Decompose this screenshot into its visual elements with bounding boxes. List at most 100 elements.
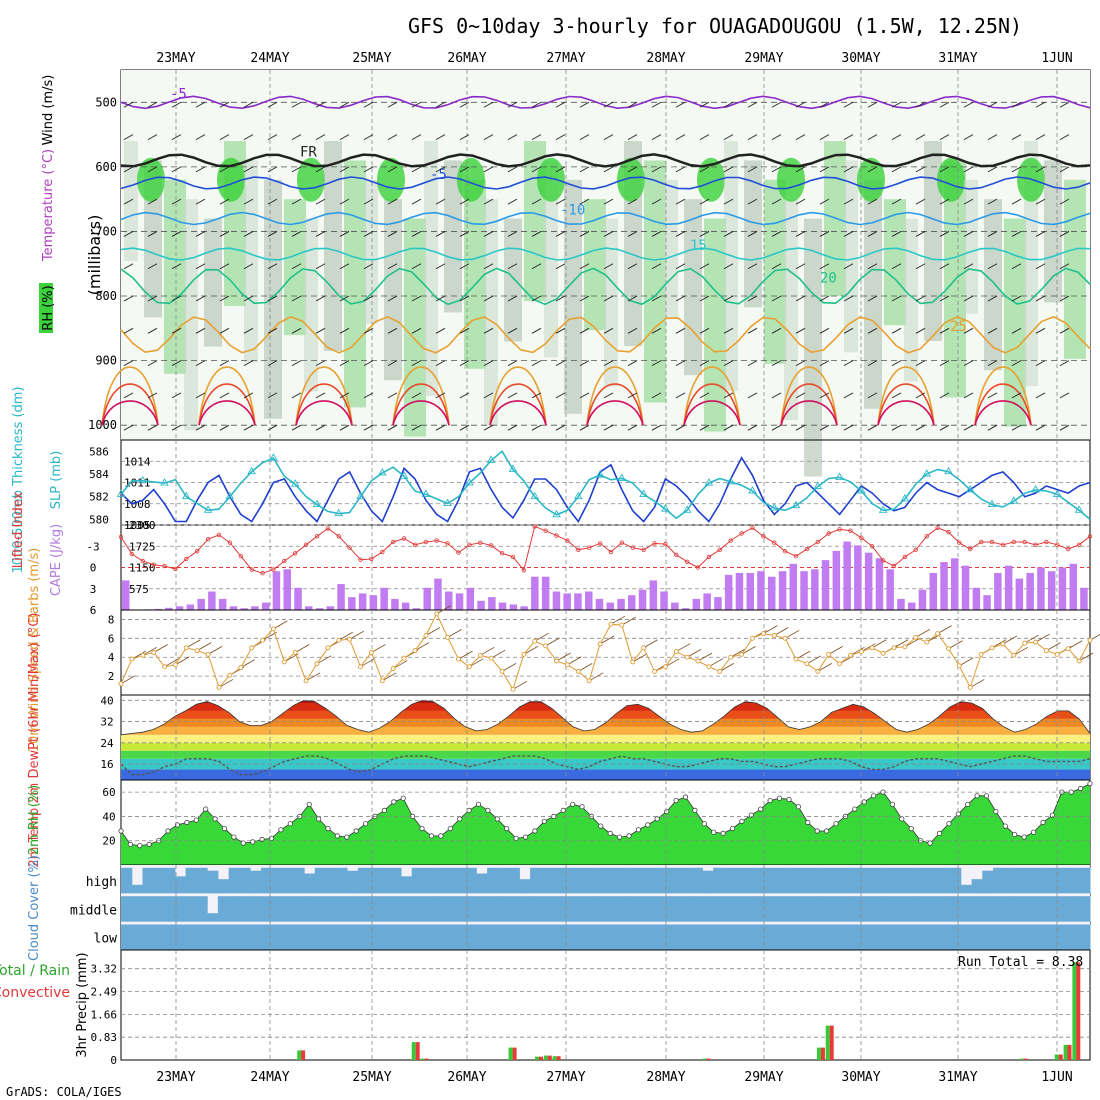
cloud-cell (1025, 924, 1037, 950)
wind-barb (987, 424, 998, 431)
isotherm-loop (489, 383, 547, 426)
precip-total-bar (1063, 1044, 1068, 1060)
wind-barb (915, 424, 926, 431)
lifted-point (946, 529, 951, 535)
cloud-cell (1014, 867, 1026, 894)
wind-barb (555, 166, 566, 173)
rh-axis-label: 2m RH (%) (27, 785, 42, 856)
wind-point (554, 658, 559, 664)
thickness-tick: 580 (89, 513, 109, 526)
wind-barb (843, 424, 854, 431)
wind-barb (363, 231, 374, 237)
wind-barb (363, 392, 374, 399)
isotherm-loop (295, 383, 353, 426)
lifted-point (935, 525, 940, 530)
wind-barb (867, 263, 878, 270)
cloud-cell (928, 924, 940, 950)
cape-bar (1015, 578, 1024, 610)
cloud-cell (551, 924, 563, 950)
wind-point (390, 666, 396, 672)
wind-barb (963, 392, 974, 399)
wind-barb (171, 231, 182, 237)
lifted-point (358, 557, 363, 562)
wind-point (466, 664, 472, 670)
lifted-point (739, 531, 744, 536)
isotherm-line (120, 315, 1091, 354)
wind-barb (195, 198, 206, 205)
wind-barb (555, 231, 566, 237)
cloud-cell (1036, 924, 1048, 950)
wind-barb (795, 263, 806, 270)
cloud-cell (411, 896, 423, 922)
panel-upper-air: 23MAY 24MAY 25MAY 26MAY 27MAY 28MAY 29MAY 30MAY… (88, 51, 1091, 477)
wind-barb (891, 134, 902, 140)
wind-barb (819, 166, 830, 173)
wind-barb (1035, 166, 1046, 173)
wind-barb (243, 263, 254, 270)
x-tick-bottom: 23MAY (156, 1070, 195, 1085)
rh-point (1002, 823, 1008, 829)
isotherm-loop (586, 366, 644, 426)
wind-barb (1011, 134, 1022, 140)
isotherm-line (120, 211, 1091, 226)
cloud-cell (1057, 867, 1069, 894)
wind-barb (483, 263, 494, 270)
cloud-cell (745, 924, 757, 950)
cloud-cell (616, 867, 628, 894)
lifted-point (401, 536, 407, 541)
cape-bar (294, 587, 302, 610)
temp-band (121, 702, 1090, 711)
lifted-point (325, 526, 331, 531)
rh-column (984, 199, 1002, 371)
cloud-cell (756, 924, 768, 950)
wind-barb (555, 392, 566, 399)
cape-bar (197, 598, 205, 610)
wind-barb (186, 639, 201, 649)
wind-barb (147, 360, 158, 367)
rh-point (927, 840, 933, 846)
wind-barb (291, 263, 302, 270)
rh-point (965, 801, 971, 807)
cloud-cell (584, 867, 596, 894)
wind-barb (795, 327, 806, 334)
wind-barb (195, 263, 206, 270)
isotherm-label: -10 (560, 203, 585, 219)
rh-point (504, 825, 510, 832)
cloud-cell (228, 896, 240, 922)
lifted-point (597, 541, 603, 546)
cloud-cell (648, 924, 660, 950)
cloud-cell (454, 896, 467, 922)
wind-barb (123, 198, 134, 205)
temp-band (121, 742, 1090, 751)
wind-barb (435, 263, 446, 270)
wind-barb (579, 360, 590, 367)
wind-point (608, 621, 614, 627)
cloud-cell (497, 896, 510, 922)
wind-barb (1059, 392, 1070, 399)
thickness-point (617, 473, 627, 481)
lifted-point (227, 540, 233, 545)
cloud-cell (368, 896, 380, 922)
thickness-point (769, 503, 779, 511)
wind-barb (243, 360, 254, 367)
lifted-point (706, 554, 712, 560)
rh-point (720, 830, 726, 837)
cape-bar (541, 576, 550, 610)
wind-barb (435, 101, 446, 108)
wind-barb (1035, 360, 1046, 367)
wind-barb (579, 198, 590, 205)
wind-barb (891, 166, 902, 173)
cloud-cell (562, 896, 574, 922)
wind-barb (1011, 166, 1022, 173)
wind-barb (867, 327, 878, 334)
lifted-point (1055, 542, 1060, 547)
wind-barb (603, 263, 614, 270)
rh-point (419, 825, 425, 832)
wind-barb (1059, 360, 1070, 367)
precip-convective-bar (424, 1058, 429, 1060)
y-tick-label: 600 (95, 160, 117, 174)
thickness-point (269, 453, 278, 461)
cloud-cell (261, 896, 273, 922)
wind-barb (1035, 101, 1046, 108)
rh-column (484, 199, 498, 426)
